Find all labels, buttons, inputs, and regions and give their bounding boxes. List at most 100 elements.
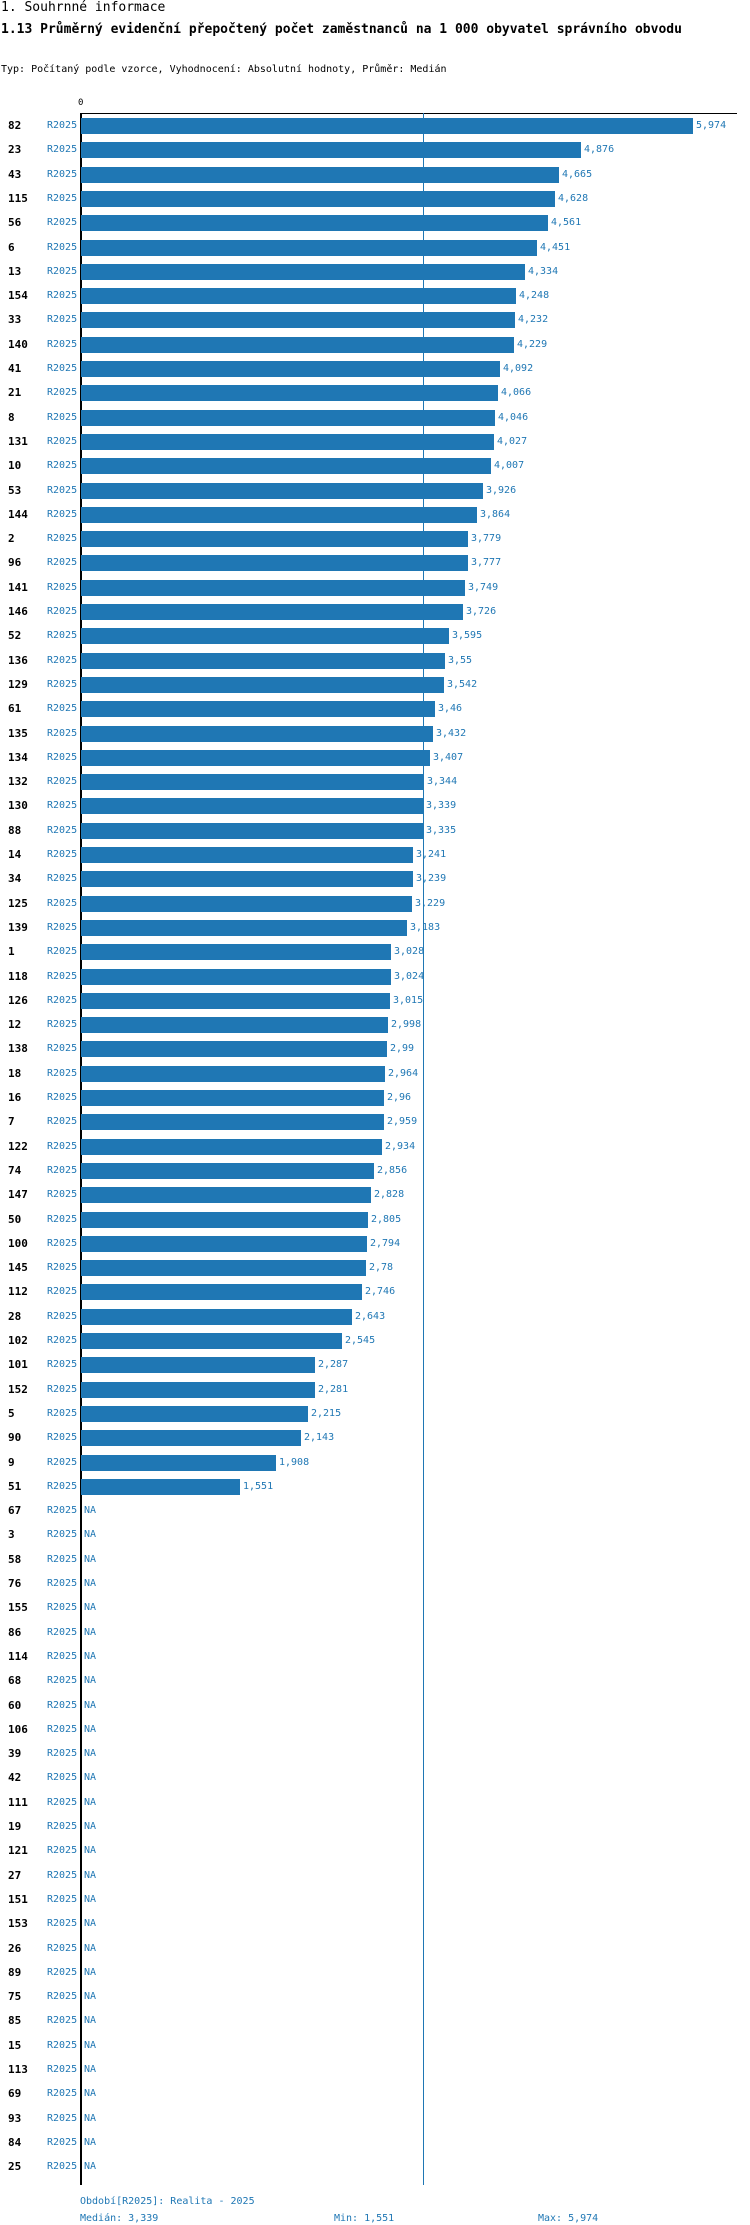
value-label-12: 2,998 bbox=[391, 1019, 422, 1031]
row-series-label: R2025 bbox=[47, 1189, 78, 1201]
row-series-label: R2025 bbox=[47, 1699, 78, 1711]
bar-131 bbox=[81, 433, 494, 450]
row-series-label: R2025 bbox=[47, 678, 78, 690]
row-series-label: R2025 bbox=[47, 1213, 78, 1225]
value-label-82: 5,974 bbox=[696, 120, 727, 131]
row-label-90: 90 bbox=[8, 1431, 22, 1445]
value-label-144: 3,864 bbox=[480, 508, 511, 520]
row-series-label: R2025 bbox=[47, 168, 78, 180]
row-series-label: R2025 bbox=[47, 824, 78, 836]
value-label-100: 2,794 bbox=[370, 1237, 401, 1249]
row-series-label: R2025 bbox=[47, 1505, 78, 1517]
row-series-label: R2025 bbox=[47, 751, 78, 763]
value-label-145: 2,78 bbox=[369, 1262, 394, 1274]
row-label-10: 10 bbox=[8, 459, 22, 473]
row-series-label: R2025 bbox=[47, 946, 78, 958]
row-label-18: 18 bbox=[8, 1066, 22, 1080]
row-label-19: 19 bbox=[8, 1820, 22, 1833]
bar-56 bbox=[81, 215, 548, 232]
row-label-15: 15 bbox=[8, 2038, 22, 2052]
row-label-139: 139 bbox=[8, 920, 28, 934]
row-label-138: 138 bbox=[8, 1042, 28, 1056]
row-label-113: 113 bbox=[8, 2063, 28, 2076]
value-label-39: NA bbox=[84, 1748, 97, 1760]
row-series-label: R2025 bbox=[47, 411, 78, 423]
value-label-2: 3,779 bbox=[471, 533, 502, 545]
chart-subtitle: Typ: Počítaný podle vzorce, Vyhodnocení:… bbox=[1, 64, 447, 75]
value-label-6: 4,451 bbox=[540, 241, 571, 253]
bar-125 bbox=[81, 895, 412, 912]
bar-112 bbox=[81, 1284, 362, 1301]
bar-141 bbox=[81, 579, 465, 596]
value-label-86: NA bbox=[84, 1626, 97, 1638]
row-label-61: 61 bbox=[8, 702, 22, 716]
row-label-153: 153 bbox=[8, 1917, 28, 1931]
row-series-label: R2025 bbox=[47, 1456, 78, 1468]
bar-145 bbox=[81, 1260, 366, 1277]
row-label-129: 129 bbox=[8, 677, 28, 691]
value-label-10: 4,007 bbox=[494, 460, 525, 472]
value-label-112: 2,746 bbox=[365, 1286, 396, 1298]
value-label-122: 2,934 bbox=[385, 1140, 416, 1152]
row-label-60: 60 bbox=[8, 1698, 22, 1712]
row-series-label: R2025 bbox=[47, 435, 78, 447]
row-series-label: R2025 bbox=[47, 2161, 78, 2173]
row-series-label: R2025 bbox=[47, 1383, 78, 1395]
value-label-129: 3,542 bbox=[447, 678, 478, 690]
value-label-18: 2,964 bbox=[388, 1067, 419, 1079]
bar-74 bbox=[81, 1162, 374, 1179]
row-series-label: R2025 bbox=[47, 1796, 78, 1808]
value-label-58: NA bbox=[84, 1553, 97, 1565]
row-label-121: 121 bbox=[8, 1844, 28, 1858]
row-series-label: R2025 bbox=[47, 1092, 78, 1103]
row-label-1: 1 bbox=[8, 945, 15, 959]
bar-147 bbox=[81, 1187, 371, 1204]
row-series-label: R2025 bbox=[47, 1067, 78, 1079]
row-label-136: 136 bbox=[8, 653, 28, 667]
row-series-label: R2025 bbox=[47, 314, 78, 326]
row-label-85: 85 bbox=[8, 2014, 22, 2028]
row-label-2: 2 bbox=[8, 532, 15, 546]
value-label-130: 3,339 bbox=[426, 800, 457, 812]
row-label-140: 140 bbox=[8, 337, 28, 351]
row-series-label: R2025 bbox=[47, 508, 78, 520]
value-label-60: NA bbox=[84, 1699, 97, 1711]
value-label-114: NA bbox=[84, 1650, 97, 1662]
bar-101 bbox=[81, 1357, 315, 1374]
row-label-12: 12 bbox=[8, 1018, 22, 1032]
value-label-154: 4,248 bbox=[519, 290, 550, 302]
bar-96 bbox=[81, 555, 468, 572]
row-label-8: 8 bbox=[8, 410, 15, 424]
row-label-144: 144 bbox=[8, 507, 28, 521]
value-label-68: NA bbox=[84, 1675, 97, 1687]
value-label-5: 2,215 bbox=[311, 1407, 342, 1419]
bar-1 bbox=[81, 944, 391, 961]
value-label-126: 3,015 bbox=[393, 994, 424, 1006]
row-label-126: 126 bbox=[8, 993, 28, 1007]
bar-118 bbox=[81, 968, 391, 985]
footer-period: Období[R2025]: Realita - 2025 bbox=[80, 2196, 255, 2207]
value-label-84: NA bbox=[84, 2136, 97, 2148]
row-series-label: R2025 bbox=[47, 1140, 78, 1152]
value-label-21: 4,066 bbox=[501, 387, 532, 399]
value-label-27: NA bbox=[84, 1869, 97, 1881]
bar-130 bbox=[81, 798, 423, 815]
value-label-42: NA bbox=[84, 1772, 97, 1784]
row-series-label: R2025 bbox=[47, 1723, 78, 1735]
row-series-label: R2025 bbox=[47, 484, 78, 496]
value-label-96: 3,777 bbox=[471, 557, 502, 569]
row-series-label: R2025 bbox=[47, 994, 78, 1006]
bar-16 bbox=[81, 1090, 384, 1106]
bar-7 bbox=[81, 1114, 384, 1131]
row-label-50: 50 bbox=[8, 1212, 22, 1226]
bar-134 bbox=[81, 749, 430, 766]
row-series-label: R2025 bbox=[47, 1966, 78, 1978]
value-label-88: 3,335 bbox=[426, 824, 457, 836]
value-label-14: 3,241 bbox=[416, 849, 447, 860]
value-label-34: 3,239 bbox=[416, 873, 447, 885]
row-label-115: 115 bbox=[8, 191, 28, 205]
axis-zero-label: 0 bbox=[78, 98, 84, 108]
row-series-label: R2025 bbox=[47, 800, 78, 812]
row-series-label: R2025 bbox=[47, 241, 78, 253]
row-label-67: 67 bbox=[8, 1504, 22, 1518]
